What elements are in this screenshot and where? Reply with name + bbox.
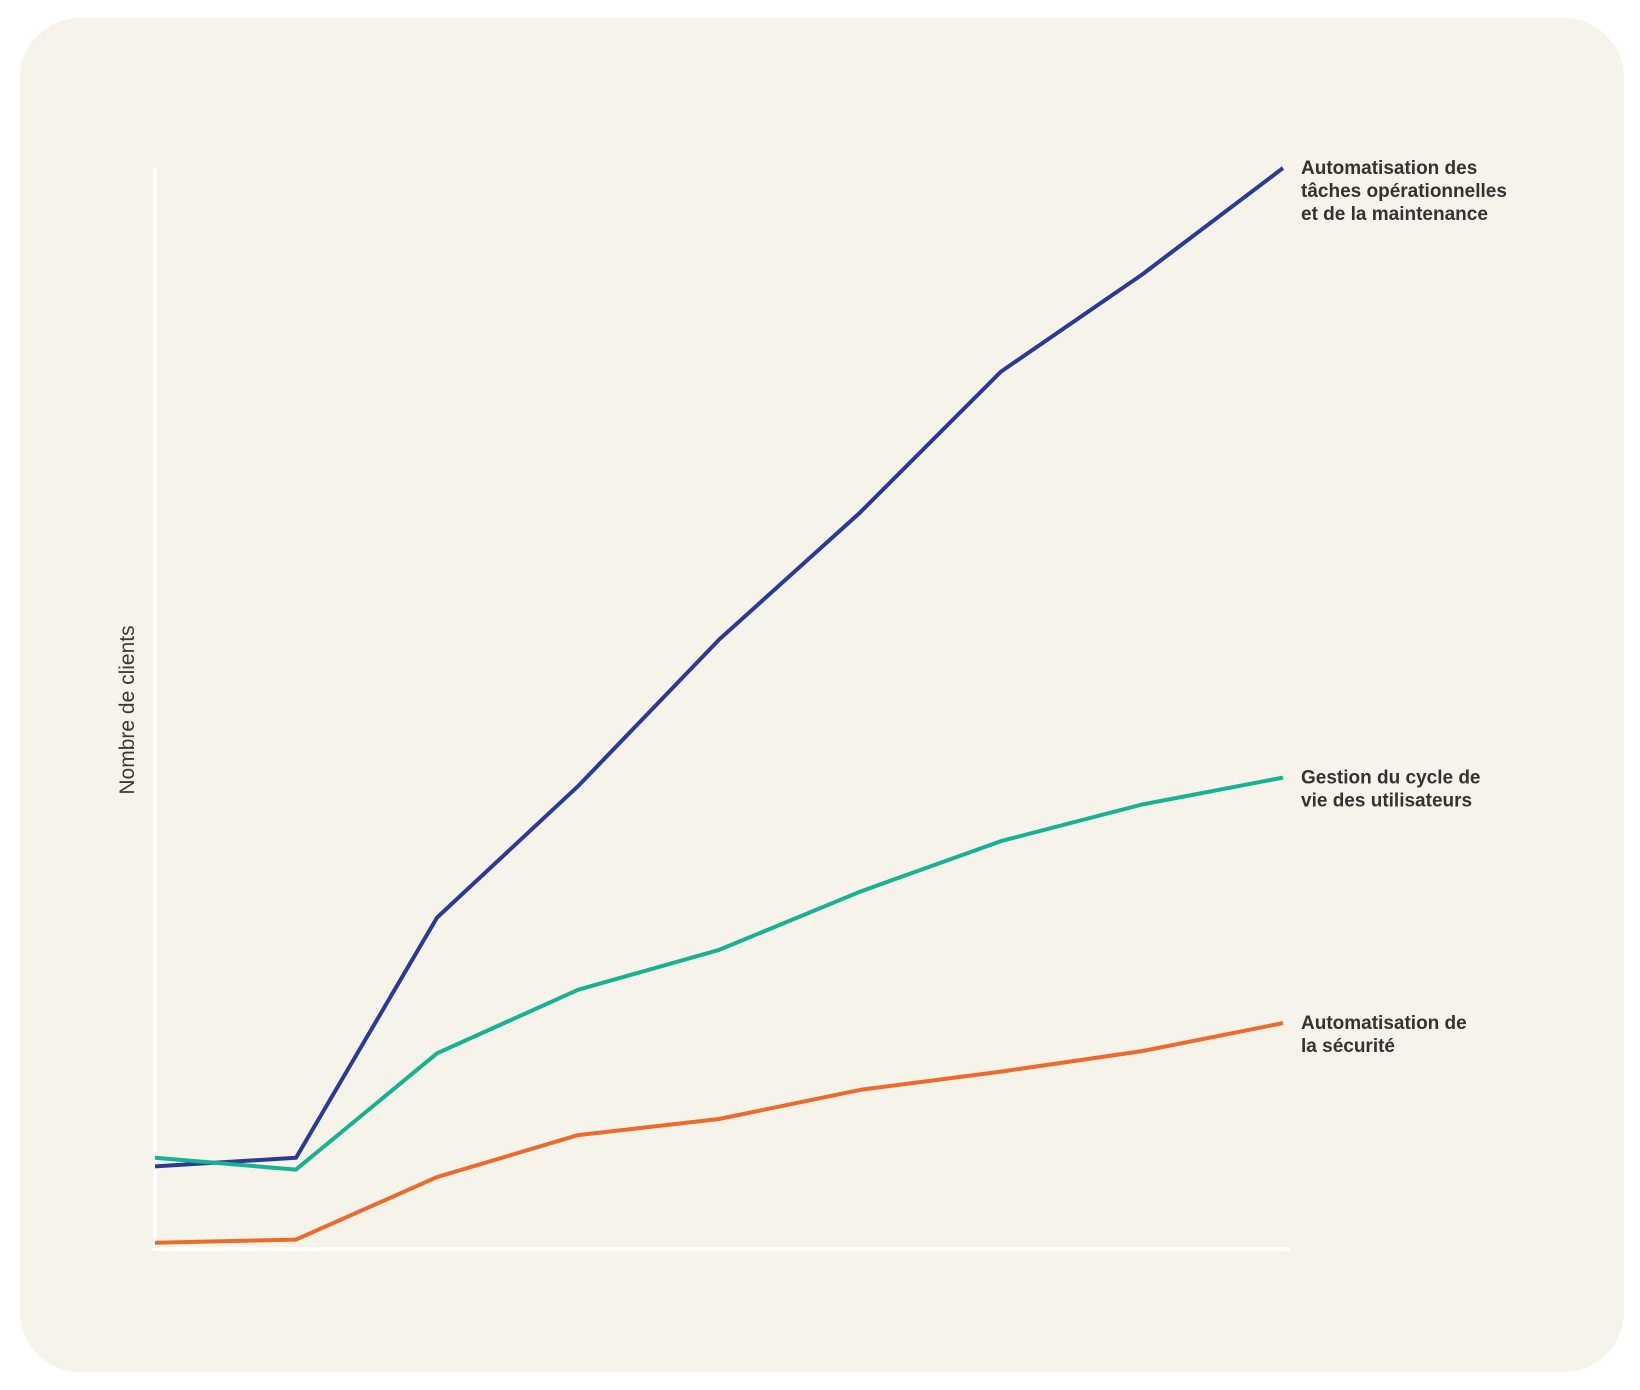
series-label-3: Automatisation de la sécurité: [1301, 1013, 1467, 1057]
series-line-3: [154, 1021, 1284, 1245]
series-line-2: [154, 775, 1284, 1172]
series-label-line: Automatisation de: [1301, 1013, 1467, 1034]
series-label-2: Gestion du cycle de vie des utilisateurs: [1301, 768, 1481, 812]
series-label-line: vie des utilisateurs: [1301, 791, 1472, 812]
series-line-1: [154, 166, 1285, 1169]
series-label-line: et de la maintenance: [1301, 204, 1488, 225]
series-label-line: tâches opérationnelles: [1301, 181, 1507, 202]
series-label-layer: Automatisation des tâches opérationnelles…: [1301, 158, 1507, 1057]
series-label-1: Automatisation des tâches opérationnelles…: [1301, 158, 1507, 225]
chart-card: [20, 18, 1624, 1372]
series-label-line: Gestion du cycle de: [1301, 768, 1481, 789]
series-label-line: la sécurité: [1301, 1036, 1395, 1057]
series-layer: [154, 166, 1285, 1245]
series-label-line: Automatisation des: [1301, 158, 1477, 179]
y-axis-label: Nombre de clients: [116, 625, 139, 794]
